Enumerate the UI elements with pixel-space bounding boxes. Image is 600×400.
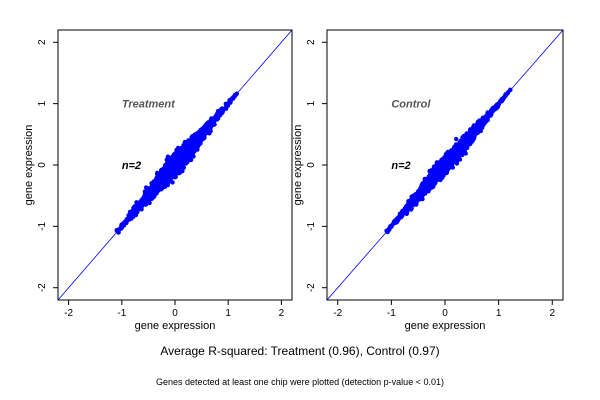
treatment-panel: -2 -1 0 1 2 -2 -1 0 1 2 Treatment n=2 gene expre…: [23, 29, 293, 332]
treatment-n-label: n=2: [122, 160, 141, 172]
data-point: [151, 183, 157, 189]
y-tick-label: 1: [37, 100, 48, 106]
treatment-identity-line: [58, 30, 292, 300]
data-point: [175, 155, 180, 160]
treatment-y-axis-label: gene expression: [23, 125, 35, 206]
data-point: [170, 156, 175, 161]
data-point: [201, 125, 207, 130]
data-point: [135, 209, 140, 215]
treatment-x-axis-label: gene expression: [135, 320, 216, 332]
data-point: [129, 216, 134, 221]
data-point: [180, 155, 185, 161]
x-tick-label: 1: [225, 308, 231, 319]
x-tick-label: -2: [64, 308, 73, 319]
data-point: [177, 170, 182, 176]
data-point: [164, 180, 169, 185]
data-point: [164, 177, 169, 182]
data-point: [164, 166, 169, 171]
data-point: [189, 140, 194, 145]
data-point: [179, 151, 184, 156]
x-tick-label: 0: [172, 308, 178, 319]
y-tick-label: -2: [37, 283, 48, 292]
y-tick-label: 2: [37, 39, 48, 45]
data-point: [185, 143, 191, 148]
data-point: [165, 174, 171, 179]
y-tick-label: -1: [37, 221, 48, 230]
x-tick-label: -1: [117, 308, 126, 319]
data-point: [179, 165, 184, 170]
data-point: [165, 159, 170, 164]
data-point: [195, 143, 200, 148]
treatment-x-ticks: -2 -1 0 1 2: [64, 300, 285, 319]
data-point: [173, 172, 179, 177]
data-point: [454, 136, 459, 142]
data-point: [180, 145, 185, 151]
data-point: [190, 151, 195, 157]
data-point: [152, 191, 157, 196]
x-tick-label: 2: [279, 308, 285, 319]
y-tick-label: 0: [37, 162, 48, 168]
data-point: [215, 108, 221, 114]
treatment-panel-label: Treatment: [122, 99, 176, 111]
data-point: [158, 172, 163, 177]
data-point: [131, 212, 136, 217]
data-point: [169, 161, 175, 166]
data-point: [175, 167, 180, 173]
treatment-y-ticks: -2 -1 0 1 2: [37, 39, 58, 292]
data-point: [177, 161, 183, 166]
